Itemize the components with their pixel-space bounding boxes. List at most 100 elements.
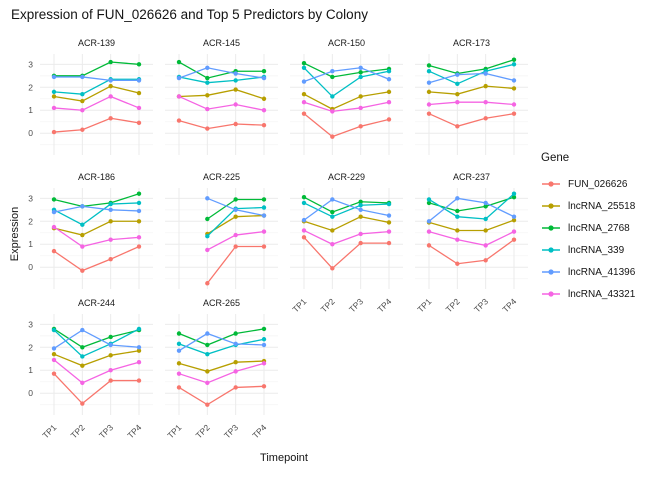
data-point — [176, 118, 182, 123]
series-line — [303, 216, 390, 232]
series-lncRNA_41396 — [301, 197, 392, 223]
facet-title: ACR-237 — [453, 172, 490, 182]
facet-panel: ACR-186 0 1 2 3 — [28, 172, 153, 289]
data-point — [205, 351, 210, 357]
series-line — [428, 113, 515, 127]
data-point — [205, 216, 210, 222]
data-point — [136, 208, 142, 214]
data-point — [358, 94, 363, 99]
series-line — [428, 59, 515, 75]
data-point — [261, 229, 267, 234]
data-point — [301, 60, 307, 66]
data-point — [51, 89, 57, 95]
series-lncRNA_41396 — [205, 196, 267, 218]
series-line — [178, 360, 265, 373]
series-line — [303, 196, 390, 213]
data-point — [108, 201, 113, 207]
data-point — [386, 220, 392, 225]
series-lncRNA_43321 — [205, 229, 267, 253]
data-point — [205, 247, 210, 253]
data-point — [358, 214, 363, 219]
data-point — [386, 213, 392, 218]
data-point — [483, 200, 488, 206]
data-point — [108, 368, 113, 373]
data-point — [261, 122, 267, 128]
x-tick-label: TP4 — [500, 296, 518, 314]
y-tick-label: 1 — [28, 239, 33, 249]
chart-title: Expression of FUN_026626 and Top 5 Predi… — [11, 7, 368, 22]
series-line — [428, 72, 515, 84]
data-point — [358, 65, 363, 70]
series-line — [178, 76, 265, 84]
series-lncRNA_25518 — [51, 83, 142, 104]
y-tick-label: 3 — [28, 319, 33, 329]
data-point — [261, 244, 267, 249]
data-point — [483, 204, 488, 209]
data-point — [261, 108, 267, 113]
data-point — [205, 80, 210, 85]
data-point — [301, 65, 307, 70]
series-line — [428, 193, 515, 220]
data-point — [205, 402, 210, 407]
data-point — [51, 105, 57, 111]
data-point — [108, 342, 113, 348]
series-lncRNA_41396 — [51, 204, 142, 215]
series-line — [428, 85, 515, 95]
data-point — [386, 117, 392, 122]
data-point — [80, 401, 85, 406]
data-point — [261, 205, 267, 210]
x-tick-label: TP1 — [165, 422, 183, 440]
series-line — [53, 245, 140, 272]
data-point — [80, 268, 85, 273]
series-lncRNA_41396 — [176, 331, 267, 353]
data-point — [80, 74, 85, 80]
data-point — [483, 116, 488, 121]
data-point — [80, 363, 85, 368]
legend-entry: lncRNA_43321 — [541, 283, 635, 305]
series-line — [178, 332, 265, 352]
data-point — [301, 200, 307, 206]
data-point — [455, 237, 460, 242]
data-point — [301, 228, 307, 233]
data-point — [176, 59, 182, 65]
data-point — [233, 360, 238, 365]
series-lncRNA_41396 — [176, 65, 267, 81]
data-point — [51, 197, 57, 202]
legend-entry-label: lncRNA_339 — [568, 244, 625, 256]
facet-title: ACR-173 — [453, 38, 490, 48]
y-tick-label: 3 — [28, 193, 33, 203]
facet-panel: ACR-225 — [165, 172, 278, 289]
data-point — [261, 96, 267, 101]
data-point — [261, 75, 267, 81]
data-point — [483, 216, 488, 222]
legend-key-icon — [542, 247, 560, 253]
data-point — [426, 219, 432, 224]
data-point — [80, 244, 85, 249]
data-point — [108, 237, 113, 242]
data-point — [51, 129, 57, 135]
y-tick-label: 2 — [28, 82, 33, 92]
data-point — [511, 78, 517, 83]
series-FUN_026626 — [426, 111, 517, 129]
series-line — [53, 226, 140, 248]
data-point — [511, 237, 517, 242]
data-point — [233, 244, 238, 249]
data-point — [426, 89, 432, 95]
y-tick-label: 3 — [28, 59, 33, 69]
data-point — [330, 134, 335, 139]
data-point — [483, 100, 488, 105]
data-point — [136, 105, 142, 111]
x-tick-label: TP3 — [97, 422, 115, 440]
series-line — [53, 350, 140, 367]
data-point — [330, 94, 335, 99]
facet-title: ACR-139 — [78, 38, 115, 48]
data-point — [358, 74, 363, 80]
series-FUN_026626 — [301, 111, 392, 139]
data-point — [426, 69, 432, 74]
series-lncRNA_43321 — [176, 361, 267, 386]
data-point — [301, 79, 307, 84]
series-line — [178, 385, 265, 406]
data-point — [261, 337, 267, 342]
legend-entry: lncRNA_2768 — [541, 217, 635, 239]
